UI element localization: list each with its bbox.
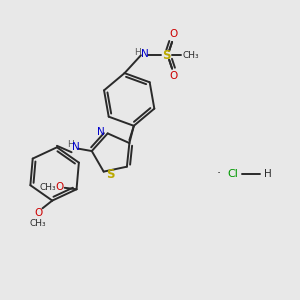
Text: H: H xyxy=(134,48,141,57)
Text: N: N xyxy=(141,50,148,59)
Text: N: N xyxy=(97,127,105,137)
Text: O: O xyxy=(169,29,178,40)
Text: Cl: Cl xyxy=(228,169,239,179)
Text: S: S xyxy=(106,167,114,181)
Text: CH₃: CH₃ xyxy=(182,51,199,60)
Text: H: H xyxy=(263,169,271,179)
Text: CH₃: CH₃ xyxy=(29,219,46,228)
Text: N: N xyxy=(72,142,80,152)
Text: S: S xyxy=(162,49,170,62)
Text: O: O xyxy=(169,71,178,81)
Text: ·: · xyxy=(216,167,220,180)
Text: O: O xyxy=(35,208,43,218)
Text: CH₃: CH₃ xyxy=(40,183,57,192)
Text: O: O xyxy=(55,182,63,192)
Text: H: H xyxy=(67,140,74,149)
